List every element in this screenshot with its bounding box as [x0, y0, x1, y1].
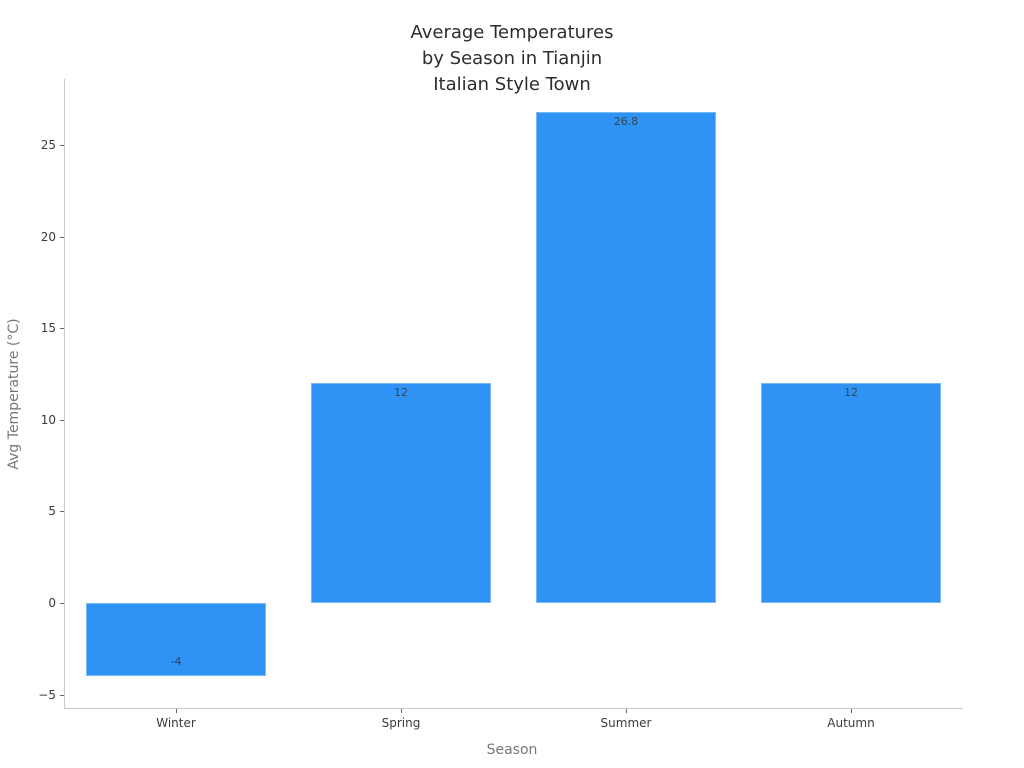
x-axis-spine — [64, 708, 963, 709]
y-tick-label: 5 — [48, 504, 56, 518]
x-tick — [401, 709, 402, 713]
bar-value-label: 12 — [394, 386, 408, 399]
y-tick — [60, 695, 64, 696]
bar-autumn — [761, 383, 941, 603]
bar-value-label: -4 — [170, 655, 182, 668]
y-tick-label: 20 — [40, 230, 56, 244]
y-tick-label: 25 — [40, 138, 56, 152]
y-tick-label: 0 — [48, 596, 56, 610]
x-tick — [851, 709, 852, 713]
y-tick — [60, 420, 64, 421]
x-tick-label-spring: Spring — [381, 716, 421, 730]
y-tick-label: −5 — [38, 688, 56, 702]
x-tick — [626, 709, 627, 713]
bar-winter — [86, 603, 266, 676]
y-tick — [60, 603, 64, 604]
y-axis-title: Avg Temperature (°C) — [6, 318, 22, 470]
chart-title-line-2: by Season in Tianjin — [421, 48, 603, 69]
y-tick-label: 15 — [40, 321, 56, 335]
x-tick-label-winter: Winter — [156, 716, 196, 730]
y-axis-spine — [64, 79, 65, 709]
chart-title-line-3: Italian Style Town — [433, 74, 591, 95]
y-tick — [60, 145, 64, 146]
y-tick — [60, 328, 64, 329]
bar-spring — [311, 383, 491, 603]
chart-title: Average Temperatures by Season in Tianji… — [0, 20, 1024, 98]
x-tick — [176, 709, 177, 713]
y-tick — [60, 237, 64, 238]
bar-value-label: 26.8 — [613, 115, 639, 128]
x-tick-label-summer: Summer — [600, 716, 652, 730]
bar-summer — [536, 112, 716, 603]
x-tick-label-autumn: Autumn — [827, 716, 875, 730]
bar-value-label: 12 — [844, 386, 858, 399]
y-tick-label: 10 — [40, 413, 56, 427]
y-tick — [60, 511, 64, 512]
chart-title-line-1: Average Temperatures — [410, 22, 614, 43]
x-axis-title: Season — [486, 742, 538, 758]
